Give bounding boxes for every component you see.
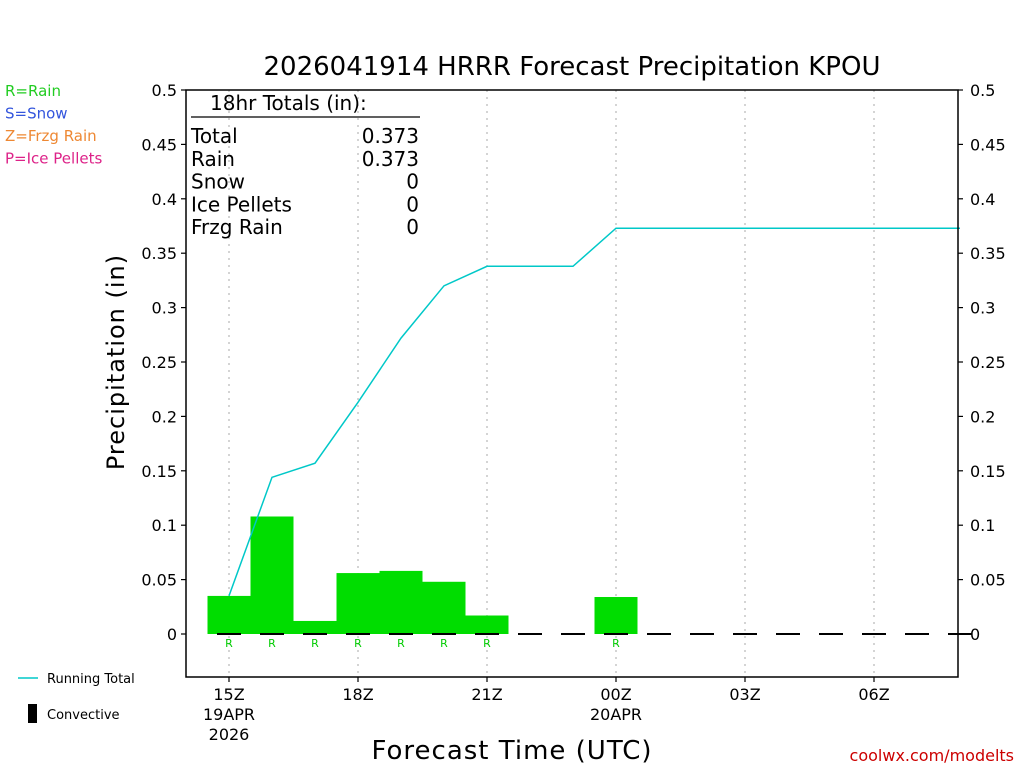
gridlines bbox=[228, 90, 875, 677]
totals-row-value: 0 bbox=[406, 215, 419, 239]
y-tick-label-right: 0.25 bbox=[970, 353, 1006, 372]
y-axis-right: 0 0.05 0.1 0.15 0.2 0.25 0.3 0.35 0.4 0.45 0.5 bbox=[958, 81, 1006, 644]
running-total-legend-text: Running Total bbox=[47, 672, 135, 687]
x-tick-date: 19APR bbox=[203, 705, 255, 724]
y-tick-label-left: 0.15 bbox=[141, 462, 177, 481]
y-tick-label-left: 0.25 bbox=[141, 353, 177, 372]
convective-legend-text: Convective bbox=[47, 708, 120, 723]
y-tick-label-right: 0.1 bbox=[970, 516, 995, 535]
x-tick-date: 20APR bbox=[590, 705, 642, 724]
totals-row-label: Total bbox=[190, 124, 238, 148]
ptype-mark: R bbox=[397, 637, 405, 650]
precip-bar bbox=[336, 573, 380, 634]
totals-box: 18hr Totals (in): Total 0.373 Rain 0.373 Sno… bbox=[190, 91, 420, 239]
running-total-line bbox=[228, 227, 960, 597]
credit-text: coolwx.com/modelts bbox=[850, 746, 1014, 765]
totals-row-value: 0 bbox=[406, 170, 419, 194]
totals-heading: 18hr Totals (in): bbox=[210, 91, 367, 115]
y-tick-label-left: 0.1 bbox=[152, 516, 177, 535]
ptype-legend: R=Rain S=Snow Z=Frzg Rain P=Ice Pellets bbox=[5, 82, 102, 168]
precip-bar bbox=[250, 516, 294, 634]
convective-legend-swatch bbox=[28, 704, 37, 723]
ptype-mark: R bbox=[225, 637, 233, 650]
y-axis-left: 0 0.05 0.1 0.15 0.2 0.25 0.3 0.35 0.4 0.45 0.5 bbox=[141, 81, 186, 644]
y-tick-label-right: 0.5 bbox=[970, 81, 995, 100]
y-tick-label-left: 0.2 bbox=[152, 407, 177, 426]
ptype-mark: R bbox=[354, 637, 362, 650]
chart-title: 2026041914 HRRR Forecast Precipitation K… bbox=[264, 52, 881, 82]
totals-rows: Total 0.373 Rain 0.373 Snow 0 Ice Pellets 0 Frzg… bbox=[190, 124, 419, 239]
x-tick-label: 15Z bbox=[213, 685, 244, 704]
ptype-mark: R bbox=[440, 637, 448, 650]
totals-row-value: 0.373 bbox=[362, 124, 419, 148]
y-tick-label-left: 0.5 bbox=[152, 81, 177, 100]
ptype-legend-item: S=Snow bbox=[5, 105, 68, 123]
x-tick-label: 03Z bbox=[729, 685, 760, 704]
y-tick-label-left: 0.35 bbox=[141, 244, 177, 263]
y-tick-label-right: 0.45 bbox=[970, 135, 1006, 154]
y-tick-label-right: 0.05 bbox=[970, 571, 1006, 590]
totals-row-value: 0 bbox=[406, 192, 419, 216]
x-tick-label: 21Z bbox=[471, 685, 502, 704]
totals-row-label: Rain bbox=[191, 147, 235, 171]
precip-bar bbox=[379, 570, 423, 634]
ptype-legend-item: Z=Frzg Rain bbox=[5, 127, 97, 145]
ptype-legend-item: P=Ice Pellets bbox=[5, 150, 102, 168]
ptype-legend-item: R=Rain bbox=[5, 82, 61, 100]
ptype-mark: R bbox=[268, 637, 276, 650]
precip-bars bbox=[207, 516, 638, 634]
y-tick-label-left: 0.05 bbox=[141, 571, 177, 590]
y-tick-label-right: 0.4 bbox=[970, 190, 995, 209]
plot-frame bbox=[185, 89, 959, 678]
x-tick-label: 18Z bbox=[342, 685, 373, 704]
y-tick-label-left: 0.4 bbox=[152, 190, 177, 209]
precip-bar bbox=[465, 615, 509, 634]
y-tick-label-left: 0.3 bbox=[152, 299, 177, 318]
totals-row-label: Frzg Rain bbox=[191, 215, 283, 239]
y-tick-label-right: 0 bbox=[970, 625, 980, 644]
ptype-mark: R bbox=[311, 637, 319, 650]
y-tick-label-right: 0.35 bbox=[970, 244, 1006, 263]
y-tick-label-right: 0.3 bbox=[970, 299, 995, 318]
precip-bar bbox=[207, 595, 251, 634]
x-tick-label: 00Z bbox=[600, 685, 631, 704]
precip-bar bbox=[293, 620, 337, 634]
x-axis-label: Forecast Time (UTC) bbox=[371, 736, 652, 766]
precip-bar bbox=[594, 597, 638, 634]
y-tick-label-right: 0.2 bbox=[970, 407, 995, 426]
y-tick-label-left: 0 bbox=[167, 625, 177, 644]
x-tick-label: 06Z bbox=[858, 685, 889, 704]
totals-row-label: Ice Pellets bbox=[191, 192, 292, 216]
y-tick-label-left: 0.45 bbox=[141, 135, 177, 154]
y-tick-label-right: 0.15 bbox=[970, 462, 1006, 481]
ptype-mark: R bbox=[483, 637, 491, 650]
ptype-mark: R bbox=[612, 637, 620, 650]
totals-row-label: Snow bbox=[191, 170, 245, 194]
precip-bar bbox=[422, 581, 466, 634]
totals-row-value: 0.373 bbox=[362, 147, 419, 171]
y-axis-label: Precipitation (in) bbox=[102, 254, 130, 470]
x-tick-year: 2026 bbox=[209, 725, 250, 744]
bottom-legend: Running Total Convective bbox=[18, 672, 135, 723]
